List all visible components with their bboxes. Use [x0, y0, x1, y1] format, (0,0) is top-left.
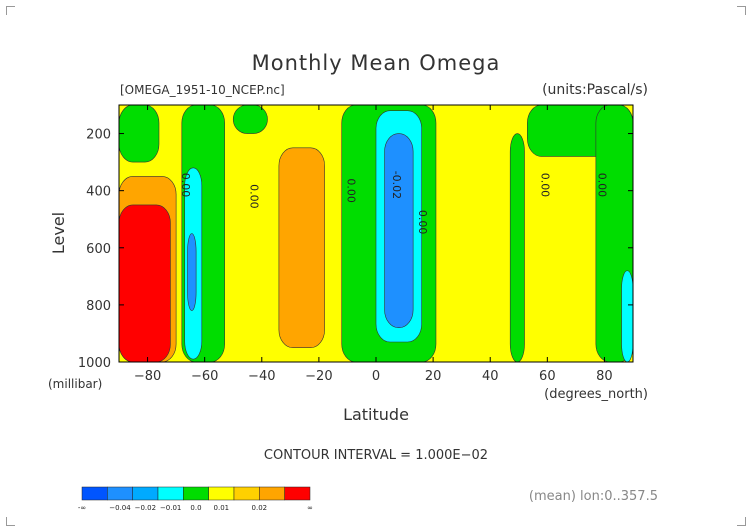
colorbar-swatch — [259, 486, 285, 501]
x-tick-label: 40 — [482, 369, 499, 384]
colorbar-swatch — [81, 486, 108, 501]
x-tick-label: −40 — [248, 369, 275, 384]
crop-mark-bottom-right — [737, 517, 746, 526]
colorbar-label: 0.02 — [252, 504, 268, 512]
x-tick-label: −80 — [134, 369, 161, 384]
contour-line-label: 0.00 — [416, 210, 429, 235]
contour-region — [509, 133, 525, 363]
x-tick-label: 20 — [425, 369, 442, 384]
colorbar-label: ∞ — [307, 504, 313, 512]
colorbar-swatch — [233, 486, 260, 501]
x-axis-title: Latitude — [343, 405, 409, 424]
y-tick-label: 400 — [86, 185, 111, 200]
y-tick-label: 600 — [86, 242, 111, 257]
contour-label-layer: 0.00 0.00 0.00 -0.02 0.00 0.00 0.00 — [179, 171, 609, 235]
colorbar-swatch — [107, 486, 133, 501]
chart-title: Monthly Mean Omega — [252, 51, 501, 75]
contour-region — [118, 104, 160, 163]
colorbar-label: 0.0 — [190, 504, 201, 512]
units-label: (units:Pascal/s) — [542, 82, 648, 98]
contour-region — [232, 104, 268, 134]
colorbar: -∞ −0.04 −0.02 −0.01 0.0 0.01 0.02 ∞ — [78, 486, 313, 512]
x-tick-label: −20 — [305, 369, 332, 384]
contour-region — [118, 204, 171, 363]
contour-line-label: 0.00 — [247, 184, 260, 209]
x-tick-label: 60 — [539, 369, 556, 384]
colorbar-label: −0.04 — [109, 504, 131, 512]
colorbar-swatch — [132, 486, 159, 501]
y-axis: 200 400 600 800 1000 — [78, 128, 633, 371]
x-tick-label: −60 — [191, 369, 218, 384]
colorbar-label: 0.01 — [214, 504, 230, 512]
x-units-label: (degrees_north) — [544, 387, 648, 402]
colorbar-swatch — [183, 486, 209, 501]
x-tick-label: 0 — [372, 369, 380, 384]
colorbar-swatch — [157, 486, 184, 501]
colorbar-swatch — [284, 486, 311, 501]
crop-mark-top-left — [6, 6, 15, 15]
y-tick-label: 1000 — [78, 356, 111, 371]
x-axis: −80 −60 −40 −20 0 20 40 60 80 — [134, 105, 613, 384]
file-label: [OMEGA_1951-10_NCEP.nc] — [120, 83, 285, 97]
contour-region — [187, 233, 197, 311]
contour-fill-layer — [118, 104, 634, 363]
crop-mark-bottom-left — [6, 517, 15, 526]
mean-note: (mean) lon:0..357.5 — [529, 489, 658, 504]
colorbar-label: -∞ — [78, 504, 86, 512]
contour-line-label: 0.00 — [596, 173, 609, 198]
colorbar-label: −0.02 — [135, 504, 156, 512]
contour-line-label: 0.00 — [179, 173, 192, 198]
y-tick-label: 800 — [86, 299, 111, 314]
colorbar-swatch — [208, 486, 235, 501]
contour-interval-text: CONTOUR INTERVAL = 1.000E−02 — [264, 448, 488, 463]
contour-line-label: 0.00 — [344, 178, 357, 203]
y-axis-title: Level — [49, 212, 68, 254]
x-tick-label: 80 — [596, 369, 613, 384]
contour-line-label: -0.02 — [390, 171, 403, 199]
contour-line-label: 0.00 — [539, 173, 552, 198]
colorbar-label: −0.01 — [160, 504, 181, 512]
y-units-label: (millibar) — [48, 377, 102, 391]
contour-region — [278, 147, 325, 349]
contour-region — [384, 133, 414, 329]
crop-mark-top-right — [737, 6, 746, 15]
y-tick-label: 200 — [86, 128, 111, 143]
contour-region — [621, 270, 634, 363]
